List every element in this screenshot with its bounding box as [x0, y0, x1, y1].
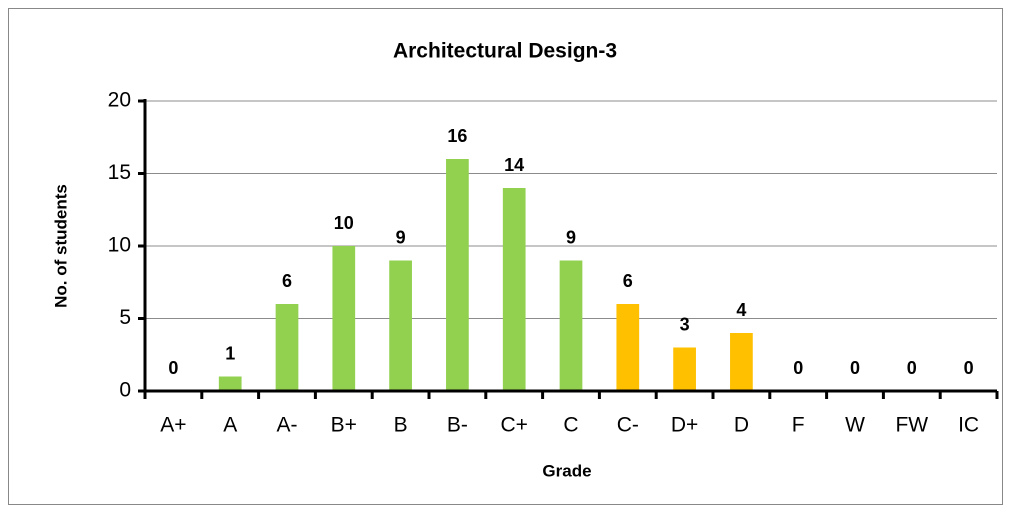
bar: [332, 246, 356, 391]
data-label: 0: [793, 358, 803, 378]
data-label: 9: [396, 227, 406, 247]
x-tick-label: C-: [617, 414, 639, 437]
data-label: 3: [680, 314, 690, 334]
data-label: 0: [907, 358, 917, 378]
x-tick-label: FW: [895, 414, 928, 437]
data-label: 4: [736, 300, 746, 320]
x-tick-label: W: [845, 414, 865, 437]
x-tick-label: F: [792, 414, 805, 437]
bar: [218, 376, 242, 391]
x-tick-label: D+: [671, 414, 698, 437]
bar: [275, 304, 299, 391]
data-label: 16: [447, 126, 467, 146]
x-tick-label: B: [394, 414, 408, 437]
x-tick-label: A-: [277, 414, 298, 437]
data-label: 0: [850, 358, 860, 378]
y-tick-label: 10: [108, 234, 131, 257]
bar: [446, 159, 469, 391]
data-label: 1: [225, 343, 235, 363]
x-tick-label: C: [563, 414, 578, 437]
x-tick-label: IC: [958, 414, 979, 437]
y-axis-label: No. of students: [51, 184, 70, 308]
data-label: 9: [566, 227, 576, 247]
x-axis-label: Grade: [542, 461, 591, 480]
y-tick-label: 15: [108, 161, 131, 184]
chart-title: Architectural Design-3: [393, 40, 617, 63]
y-tick-label: 0: [119, 379, 131, 402]
data-label: 6: [623, 271, 633, 291]
x-tick-label: D: [734, 414, 749, 437]
data-label: 6: [282, 271, 292, 291]
y-tick-label: 5: [119, 306, 131, 329]
x-tick-label: C+: [500, 414, 527, 437]
x-tick-label: B+: [331, 414, 357, 437]
bar: [730, 333, 753, 391]
y-tick-label: 20: [108, 89, 131, 112]
data-label: 0: [168, 358, 178, 378]
x-tick-label: A+: [160, 414, 186, 437]
data-label: 14: [504, 155, 524, 175]
bar: [502, 188, 526, 391]
bar: [559, 260, 583, 391]
bar: [616, 304, 640, 391]
data-label: 0: [964, 358, 974, 378]
bar: [673, 347, 696, 391]
x-tick-label: A: [223, 414, 237, 437]
data-label: 10: [334, 213, 354, 233]
bar: [389, 260, 412, 391]
x-tick-label: B-: [447, 414, 468, 437]
